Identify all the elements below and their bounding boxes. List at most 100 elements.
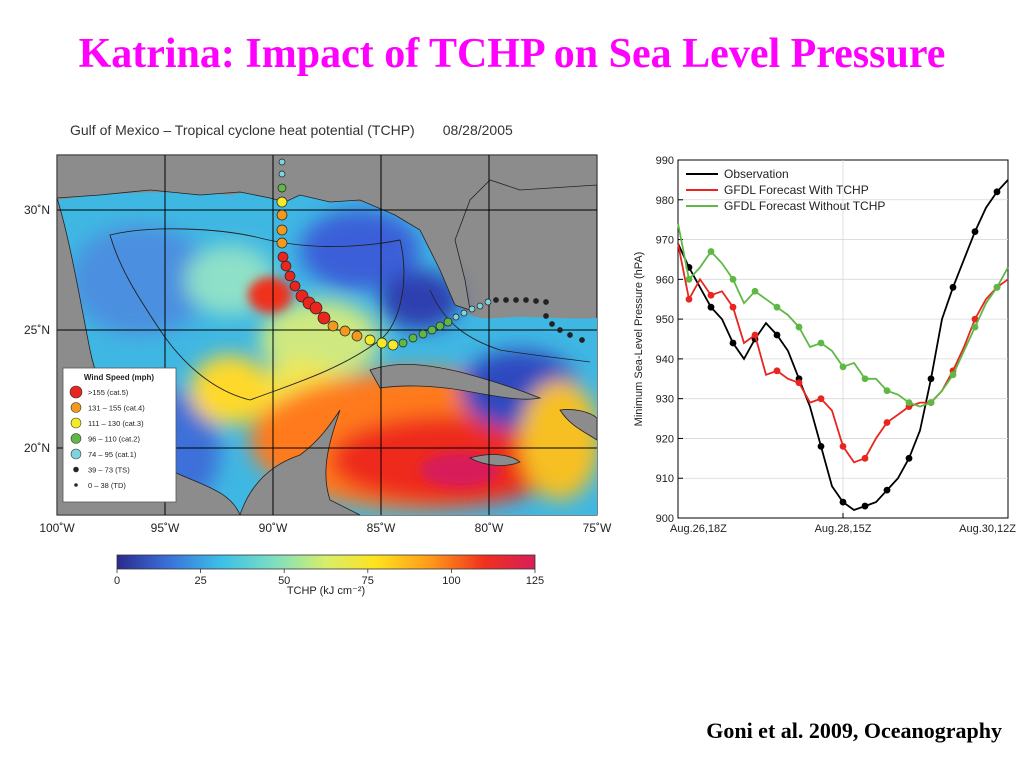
pressure-chart: 900 910 920 930 940 950 960 970 980 990 Aug.26,18… [628,148,1020,548]
track-point [277,183,287,193]
series-point [707,303,715,311]
series-point [905,454,913,462]
series-point [861,502,869,510]
track-point [418,329,428,339]
map-title-text: Gulf of Mexico – Tropical cyclone heat p… [70,122,415,138]
x-tick-label: Aug.30,12Z [959,523,1016,535]
legend-marker [70,433,82,444]
lon-label-90: 90˚W [259,521,288,535]
x-axis-ticks: Aug.26,18Z Aug.28,15Z Aug.30,12Z [670,513,1016,535]
series-point [949,283,957,291]
legend-item-label: 74 – 95 (cat.1) [88,450,137,459]
track-point [543,299,549,305]
legend-item-label: 96 – 110 (cat.2) [88,435,140,444]
track-point [276,224,288,236]
map-date: 08/28/2005 [442,122,513,138]
track-point [493,297,499,303]
series-point [883,419,891,426]
track-point [443,317,453,327]
series-point [839,498,847,506]
series-point [883,387,891,395]
legend-marker [73,466,79,473]
pressure-chart-svg: 900 910 920 930 940 950 960 970 980 990 Aug.26,18… [633,155,1016,535]
x-tick-label: Aug.28,15Z [815,523,872,535]
series-point [729,275,737,283]
lon-label-80: 80˚W [475,521,504,535]
series-point [729,303,737,311]
y-tick-label: 950 [656,314,674,326]
track-point [277,251,289,263]
track-point [276,196,288,208]
chart-series [677,179,1009,512]
legend-marker [74,483,78,487]
track-point [460,309,468,317]
legend-marker [70,417,82,429]
track-point [476,302,484,310]
series-point [707,291,715,299]
lat-label-25: 25˚N [24,323,50,337]
series-point [817,339,825,347]
series-point [861,454,869,462]
track-point [523,297,529,303]
track-point [284,270,296,282]
track-point [567,332,573,338]
chart-legend: Observation GFDL Forecast With TCHP GFDL F… [686,167,885,213]
legend-item-label: 39 – 73 (TS) [88,466,130,475]
series-point [971,228,979,235]
track-point [276,209,288,221]
legend-marker [70,402,82,413]
track-point [513,297,519,303]
track-point [327,320,339,332]
series-point [839,443,847,450]
series-point [773,367,781,375]
tchp-colorbar: 0 25 50 75 100 125 TCHP (kJ cm⁻²) [114,554,544,597]
track-point [278,170,286,178]
series-point [971,323,979,331]
series-point [773,303,781,311]
track-point [579,337,585,343]
lon-label-95: 95˚W [151,521,180,535]
y-axis-label: Minimum Sea-Level Pressure (hPA) [633,252,645,427]
citation: Goni et al. 2009, Oceanography [706,718,1002,743]
colorbar-tick-label: 25 [194,575,206,587]
y-tick-label: 940 [656,354,674,366]
track-point [339,325,351,337]
x-tick-label: Aug.26,18Z [670,523,727,535]
lon-label-85: 85˚W [367,521,396,535]
track-point [452,313,460,321]
series-point [839,363,847,371]
series-point [817,443,825,450]
track-point [484,298,492,306]
y-axis-ticks: 900 910 920 930 940 950 960 970 980 990 [656,155,683,525]
series-point [993,283,1001,291]
tchp-map-panel: 30˚N 25˚N 20˚N 100˚W 95˚W 90˚W 85˚W 80˚W… [0,140,620,610]
series-point [685,295,693,303]
series-point [729,339,737,347]
colorbar-tick-label: 125 [526,575,544,587]
chart-legend-label: GFDL Forecast With TCHP [724,183,869,197]
track-point [503,297,509,303]
legend-item-label: 111 – 130 (cat.3) [88,419,144,428]
track-point [289,280,301,292]
y-tick-label: 930 [656,394,674,406]
y-tick-label: 990 [656,155,674,167]
hurricane-track [276,158,585,351]
colorbar-label: TCHP (kJ cm⁻²) [287,585,365,597]
series-point [773,331,781,339]
legend-item-label: 0 – 38 (TD) [88,481,126,490]
track-point [427,325,437,335]
track-point [398,338,408,348]
series-point [861,375,869,383]
series-point [927,375,935,383]
track-point [309,301,323,315]
y-tick-label: 900 [656,513,674,525]
colorbar-tick-label: 75 [362,575,374,587]
chart-legend-label: GFDL Forecast Without TCHP [724,199,885,213]
y-tick-label: 960 [656,274,674,286]
track-point [376,337,388,349]
track-point [435,321,445,331]
track-point [387,339,399,351]
series-point [751,331,759,339]
lon-label-100: 100˚W [39,521,75,535]
series-point [949,371,957,379]
